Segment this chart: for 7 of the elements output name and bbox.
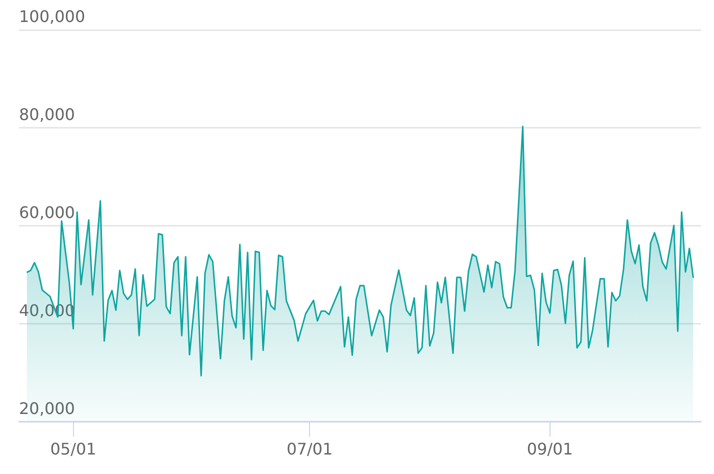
x-tick-label: 05/01 bbox=[50, 440, 96, 459]
y-tick-label: 100,000 bbox=[19, 7, 86, 26]
x-tick-label: 07/01 bbox=[286, 440, 333, 459]
x-tick-label: 09/01 bbox=[526, 440, 573, 459]
y-tick-label: 60,000 bbox=[19, 203, 75, 222]
y-tick-label: 80,000 bbox=[19, 105, 75, 124]
y-tick-label: 20,000 bbox=[19, 398, 75, 418]
